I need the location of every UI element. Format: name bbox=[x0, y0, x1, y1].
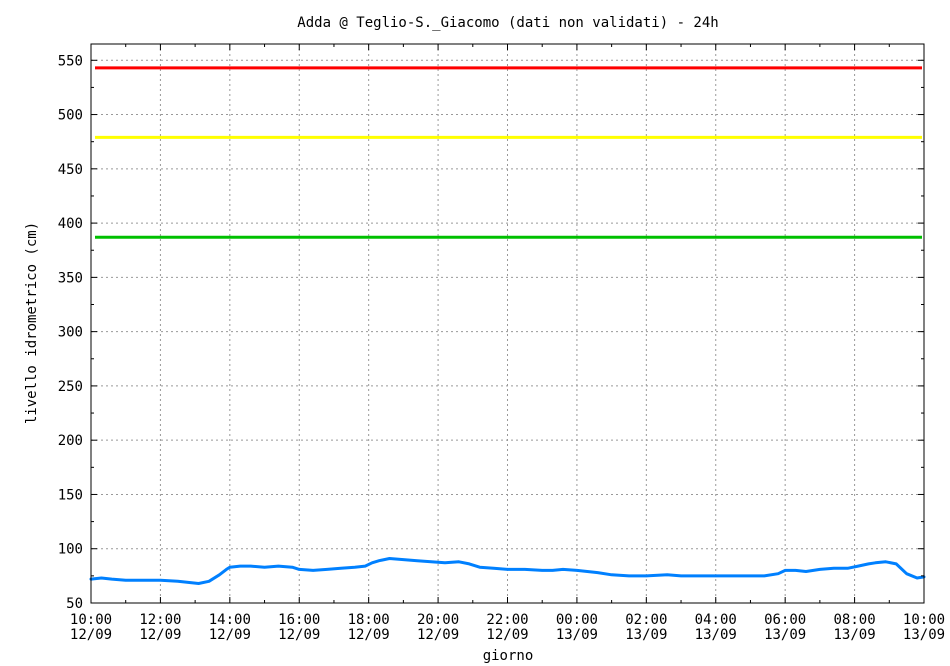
x-tick-label-time: 08:00 bbox=[834, 612, 876, 628]
y-axis-label: livello idrometrico (cm) bbox=[24, 222, 40, 424]
x-tick-label-date: 13/09 bbox=[695, 627, 737, 643]
y-tick-label: 200 bbox=[58, 433, 83, 449]
x-tick-label-time: 04:00 bbox=[695, 612, 737, 628]
y-tick-label: 500 bbox=[58, 108, 83, 124]
x-tick-label-date: 12/09 bbox=[70, 627, 112, 643]
chart-title: Adda @ Teglio-S._Giacomo (dati non valid… bbox=[297, 15, 718, 31]
series-line-level bbox=[89, 557, 926, 585]
x-tick-label-time: 18:00 bbox=[348, 612, 390, 628]
x-tick-label-time: 16:00 bbox=[278, 612, 320, 628]
axis-ticks bbox=[90, 44, 925, 604]
x-tick-label-date: 13/09 bbox=[625, 627, 667, 643]
x-tick-label-date: 12/09 bbox=[278, 627, 320, 643]
y-tick-label: 300 bbox=[58, 325, 83, 341]
series-group bbox=[89, 557, 926, 585]
x-tick-label-time: 14:00 bbox=[209, 612, 251, 628]
x-tick-label-time: 10:00 bbox=[903, 612, 945, 628]
y-tick-label: 150 bbox=[58, 487, 83, 503]
x-tick-label-date: 13/09 bbox=[556, 627, 598, 643]
x-tick-labels: 10:0012/0912:0012/0914:0012/0916:0012/09… bbox=[70, 612, 945, 643]
y-tick-label: 450 bbox=[58, 162, 83, 178]
x-tick-label-date: 13/09 bbox=[903, 627, 945, 643]
y-tick-label: 400 bbox=[58, 216, 83, 232]
x-tick-label-date: 13/09 bbox=[834, 627, 876, 643]
x-tick-label-time: 12:00 bbox=[139, 612, 181, 628]
x-tick-label-date: 12/09 bbox=[348, 627, 390, 643]
y-tick-label: 350 bbox=[58, 270, 83, 286]
x-tick-label-date: 13/09 bbox=[764, 627, 806, 643]
x-tick-label-time: 20:00 bbox=[417, 612, 459, 628]
grid bbox=[91, 44, 924, 603]
y-tick-label: 100 bbox=[58, 542, 83, 558]
y-tick-label: 250 bbox=[58, 379, 83, 395]
x-tick-label-time: 06:00 bbox=[764, 612, 806, 628]
y-tick-labels: 50 100 150 200 250 300 350 400 450 500 550 bbox=[58, 53, 83, 612]
threshold-lines bbox=[95, 66, 922, 239]
x-tick-label-time: 02:00 bbox=[625, 612, 667, 628]
x-tick-label-date: 12/09 bbox=[417, 627, 459, 643]
x-tick-label-date: 12/09 bbox=[486, 627, 528, 643]
x-axis-label: giorno bbox=[483, 648, 534, 664]
x-tick-label-date: 12/09 bbox=[139, 627, 181, 643]
x-tick-label-time: 10:00 bbox=[70, 612, 112, 628]
x-tick-label-time: 00:00 bbox=[556, 612, 598, 628]
y-tick-label: 550 bbox=[58, 53, 83, 69]
y-tick-label: 50 bbox=[66, 596, 83, 612]
x-tick-label-time: 22:00 bbox=[486, 612, 528, 628]
x-tick-label-date: 12/09 bbox=[209, 627, 251, 643]
